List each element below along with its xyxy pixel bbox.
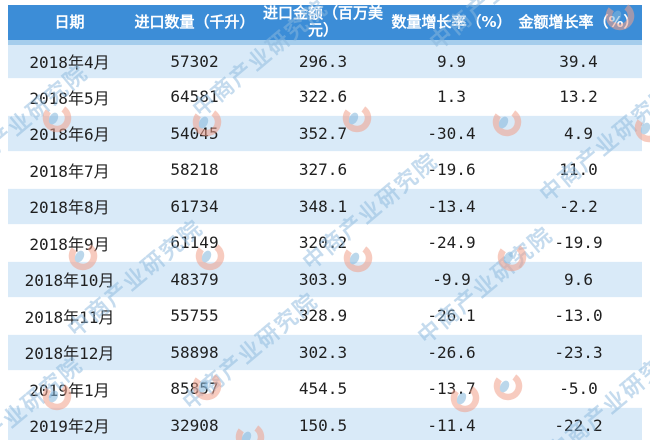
table-row: 2019年2月 32908 150.5 -11.4 -22.2: [8, 407, 642, 440]
cell-qty: 57302: [131, 42, 258, 79]
cell-amount: 320.2: [258, 224, 388, 262]
column-header-date: 日期: [8, 5, 131, 45]
table-row: 2018年7月 58218 327.6 -19.6 11.0: [8, 151, 642, 189]
cell-date: 2019年2月: [8, 407, 131, 440]
cell-amount: 150.5: [258, 407, 388, 440]
cell-amount_growth: -5.0: [515, 370, 642, 408]
cell-amount_growth: -23.3: [515, 334, 642, 371]
column-header-amount-growth: 金额增长率（%）: [515, 5, 642, 45]
cell-qty_growth: -26.6: [388, 334, 515, 371]
table-header: 日期 进口数量（千升） 进口金额（百万美元） 数量增长率（%） 金额增长率（%）: [8, 4, 642, 45]
cell-amount_growth: -13.0: [515, 297, 642, 335]
cell-qty: 58898: [131, 334, 258, 371]
cell-amount: 352.7: [258, 115, 388, 152]
table-row: 2018年4月 57302 296.3 9.9 39.4: [8, 42, 642, 79]
cell-date: 2018年8月: [8, 188, 131, 225]
table-row: 2018年5月 64581 322.6 1.3 13.2: [8, 78, 642, 116]
cell-qty: 61149: [131, 224, 258, 262]
cell-qty_growth: -30.4: [388, 115, 515, 152]
cell-date: 2019年1月: [8, 370, 131, 408]
table-row: 2018年6月 54045 352.7 -30.4 4.9: [8, 115, 642, 152]
cell-amount_growth: 13.2: [515, 78, 642, 116]
cell-amount: 303.9: [258, 261, 388, 298]
header-row: 日期 进口数量（千升） 进口金额（百万美元） 数量增长率（%） 金额增长率（%）: [8, 4, 642, 45]
cell-amount_growth: 4.9: [515, 115, 642, 152]
cell-qty_growth: -24.9: [388, 224, 515, 262]
cell-qty_growth: -19.6: [388, 151, 515, 189]
table-row: 2018年12月 58898 302.3 -26.6 -23.3: [8, 334, 642, 371]
cell-qty_growth: -13.4: [388, 188, 515, 225]
cell-amount: 454.5: [258, 370, 388, 408]
table-row: 2018年10月 48379 303.9 -9.9 9.6: [8, 261, 642, 298]
cell-amount_growth: -22.2: [515, 407, 642, 440]
column-header-qty: 进口数量（千升）: [131, 5, 258, 45]
cell-qty: 55755: [131, 297, 258, 335]
cell-qty: 61734: [131, 188, 258, 225]
cell-qty_growth: -26.1: [388, 297, 515, 335]
cell-qty: 48379: [131, 261, 258, 298]
cell-qty_growth: -13.7: [388, 370, 515, 408]
cell-date: 2018年7月: [8, 151, 131, 189]
table-row: 2018年11月 55755 328.9 -26.1 -13.0: [8, 297, 642, 335]
cell-amount_growth: 9.6: [515, 261, 642, 298]
table-row: 2019年1月 85857 454.5 -13.7 -5.0: [8, 370, 642, 408]
cell-date: 2018年12月: [8, 334, 131, 371]
cell-qty: 85857: [131, 370, 258, 408]
cell-date: 2018年6月: [8, 115, 131, 152]
cell-date: 2018年4月: [8, 42, 131, 79]
cell-amount_growth: -19.9: [515, 224, 642, 262]
cell-qty_growth: 1.3: [388, 78, 515, 116]
cell-amount: 348.1: [258, 188, 388, 225]
cell-qty: 32908: [131, 407, 258, 440]
cell-amount_growth: 11.0: [515, 151, 642, 189]
column-header-amount: 进口金额（百万美元）: [258, 4, 388, 45]
cell-amount_growth: -2.2: [515, 188, 642, 225]
cell-amount: 328.9: [258, 297, 388, 335]
cell-qty: 58218: [131, 151, 258, 189]
table-row: 2018年8月 61734 348.1 -13.4 -2.2: [8, 188, 642, 225]
import-data-table: 日期 进口数量（千升） 进口金额（百万美元） 数量增长率（%） 金额增长率（%）…: [8, 4, 642, 440]
cell-amount_growth: 39.4: [515, 42, 642, 79]
cell-qty_growth: 9.9: [388, 42, 515, 79]
cell-amount: 302.3: [258, 334, 388, 371]
cell-amount: 327.6: [258, 151, 388, 189]
cell-amount: 296.3: [258, 42, 388, 79]
table-body: 2018年4月 57302 296.3 9.9 39.4 2018年5月 64581 322.…: [8, 42, 642, 440]
cell-date: 2018年9月: [8, 224, 131, 262]
cell-qty: 64581: [131, 78, 258, 116]
cell-amount: 322.6: [258, 78, 388, 116]
cell-qty_growth: -11.4: [388, 407, 515, 440]
cell-date: 2018年5月: [8, 78, 131, 116]
cell-qty_growth: -9.9: [388, 261, 515, 298]
column-header-qty-growth: 数量增长率（%）: [388, 5, 515, 45]
table-row: 2018年9月 61149 320.2 -24.9 -19.9: [8, 224, 642, 262]
cell-date: 2018年10月: [8, 261, 131, 298]
cell-qty: 54045: [131, 115, 258, 152]
cell-date: 2018年11月: [8, 297, 131, 335]
